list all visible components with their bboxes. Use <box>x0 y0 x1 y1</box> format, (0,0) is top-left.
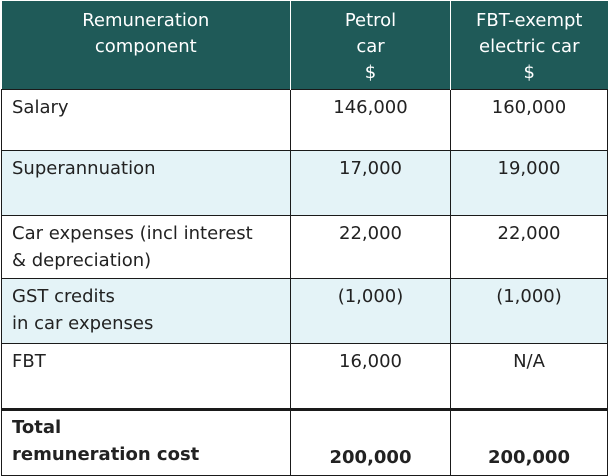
row-petrol-value: (1,000) <box>290 278 451 344</box>
row-electric-value: 160,000 <box>450 89 608 151</box>
total-petrol-value: 200,000 <box>290 408 451 476</box>
header-petrol-line-1: Petrol <box>344 10 397 31</box>
header-component-line-2: component <box>94 36 197 57</box>
total-electric-value: 200,000 <box>450 408 608 476</box>
table-row-car-expenses: Car expenses (incl interest & depreciati… <box>1 215 608 279</box>
row-petrol-value: 16,000 <box>290 343 451 410</box>
table-row-salary: Salary 146,000 160,000 <box>1 89 608 151</box>
header-petrol-line-2: car <box>356 36 385 57</box>
header-electric-line-2: electric car <box>479 36 580 57</box>
table-row-total: Total remuneration cost 200,000 200,000 <box>1 408 608 476</box>
row-electric-value: 22,000 <box>450 215 608 279</box>
header-component-line-1: Remuneration <box>82 10 210 31</box>
row-petrol-value: 146,000 <box>290 89 451 151</box>
header-petrol-currency: $ <box>364 62 377 83</box>
row-petrol-value: 17,000 <box>290 150 451 216</box>
header-electric-line-1: FBT-exempt <box>476 10 583 31</box>
row-label: Car expenses (incl interest & depreciati… <box>1 215 291 279</box>
total-label: Total remuneration cost <box>1 408 291 476</box>
row-label: FBT <box>1 343 291 410</box>
table-row-gst-credits: GST credits in car expenses (1,000) (1,0… <box>1 278 608 344</box>
header-electric: FBT-exempt electric car $ <box>450 1 608 90</box>
row-electric-value: 19,000 <box>450 150 608 216</box>
header-electric-currency: $ <box>523 62 535 83</box>
row-label: Superannuation <box>1 150 291 216</box>
row-electric-value: (1,000) <box>450 278 608 344</box>
table-row-fbt: FBT 16,000 N/A <box>1 343 608 410</box>
header-row: Remuneration component Petrol car $ FBT-… <box>1 1 608 90</box>
table-row-superannuation: Superannuation 17,000 19,000 <box>1 150 608 216</box>
row-petrol-value: 22,000 <box>290 215 451 279</box>
row-electric-value: N/A <box>450 343 608 410</box>
header-petrol: Petrol car $ <box>290 1 451 90</box>
row-label: GST credits in car expenses <box>1 278 291 344</box>
header-component: Remuneration component <box>1 1 291 90</box>
row-label: Salary <box>1 89 291 151</box>
